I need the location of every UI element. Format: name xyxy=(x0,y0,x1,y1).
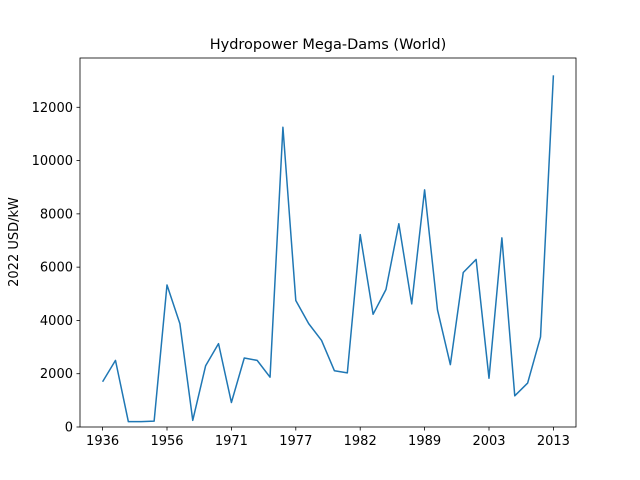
x-tick-label: 2003 xyxy=(472,434,505,449)
y-tick-label: 4000 xyxy=(40,314,73,329)
y-tick-label: 2000 xyxy=(40,367,73,382)
x-tick-label: 2013 xyxy=(537,434,570,449)
axes-frame xyxy=(79,57,577,428)
y-tick-label: 10000 xyxy=(32,154,73,169)
series-line xyxy=(101,75,555,423)
x-tick-label: 1989 xyxy=(408,434,441,449)
plot-area: 0 2000 4000 6000 8000 10000 12000 1936 1956 1971 1… xyxy=(32,57,577,449)
x-tick-label: 1982 xyxy=(344,434,377,449)
y-tick-label: 8000 xyxy=(40,207,73,222)
y-axis-label: 2022 USD/kW xyxy=(7,197,22,287)
y-tick-label: 6000 xyxy=(40,261,73,276)
x-tick-label: 1956 xyxy=(150,434,183,449)
x-tick-label: 1977 xyxy=(279,434,312,449)
x-tick-label: 1936 xyxy=(86,434,119,449)
chart-title: Hydropower Mega-Dams (World) xyxy=(210,37,447,53)
x-tick-label: 1971 xyxy=(215,434,248,449)
y-tick-label: 12000 xyxy=(32,101,73,116)
y-tick-label: 0 xyxy=(65,421,73,436)
